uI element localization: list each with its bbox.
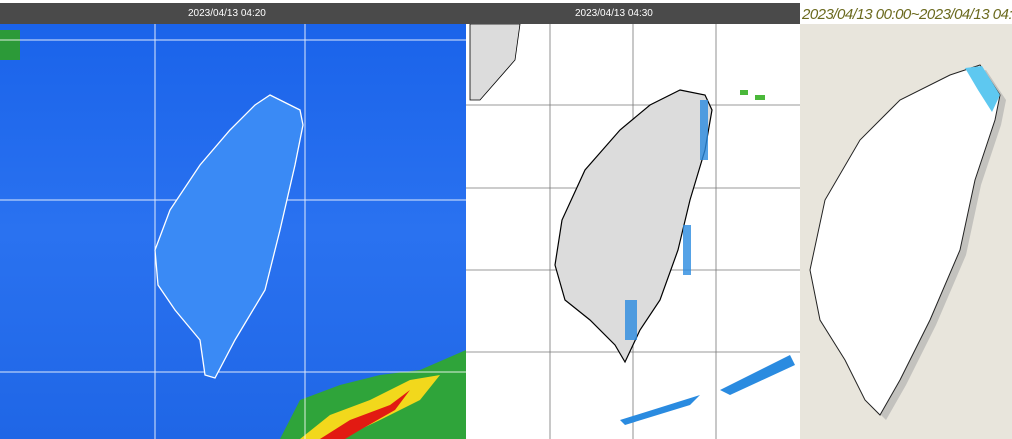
lat-lon-grid <box>0 24 466 439</box>
cloud-green <box>0 30 20 60</box>
radar-echoes <box>620 90 795 425</box>
satellite-timestamp: 2023/04/13 04:20 <box>188 8 266 19</box>
rainfall-panel <box>800 24 1012 439</box>
rainfall-period: 2023/04/13 00:00~2023/04/13 04:30 <box>802 6 1012 23</box>
header-bar <box>0 3 800 24</box>
taiwan-outline <box>154 94 304 379</box>
radar-panel <box>466 23 800 439</box>
china-coast <box>469 23 521 101</box>
satellite-panel <box>0 24 466 439</box>
taiwan-rainfall-map <box>809 64 1001 416</box>
rainfall-area <box>965 66 1000 112</box>
radar-timestamp: 2023/04/13 04:30 <box>575 8 653 19</box>
